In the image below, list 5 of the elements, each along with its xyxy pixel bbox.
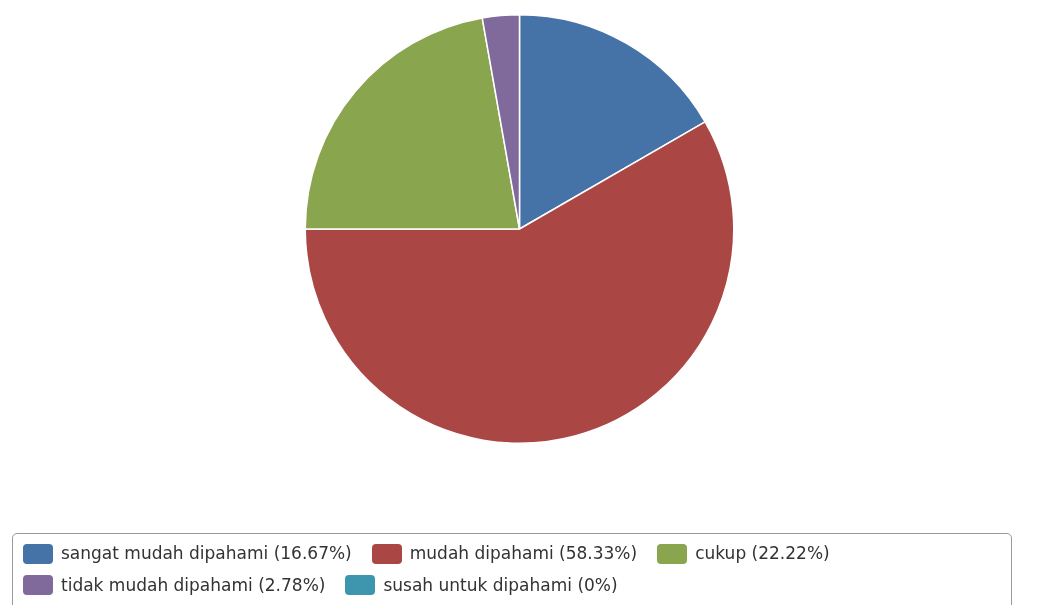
legend-label: mudah dipahami (58.33%) — [409, 542, 638, 565]
legend-label: cukup (22.22%) — [695, 542, 830, 565]
legend-label: tidak mudah dipahami (2.78%) — [61, 573, 326, 597]
legend-label: sangat mudah dipahami (16.67%) — [61, 542, 352, 565]
legend-label: susah untuk dipahami (0%) — [383, 573, 618, 597]
